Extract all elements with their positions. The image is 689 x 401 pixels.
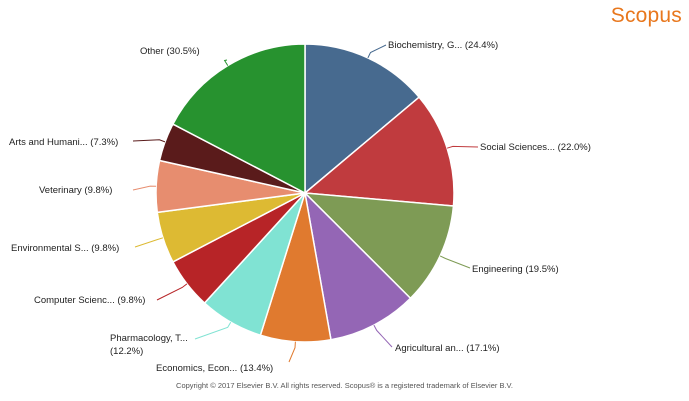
leader-line — [156, 283, 188, 301]
slice-label: Agricultural an... (17.1%) — [395, 343, 500, 354]
leader-line — [132, 185, 157, 191]
slice-label: Economics, Econ... (13.4%) — [156, 363, 273, 374]
slice-label: Social Sciences... (22.0%) — [480, 142, 591, 153]
slice-label: Computer Scienc... (9.8%) — [34, 295, 145, 306]
slice-label: Other (30.5%) — [140, 46, 200, 57]
slice-label: Biochemistry, G... (24.4%) — [388, 40, 498, 51]
leader-line — [288, 341, 296, 363]
pie-slice[interactable] — [304, 43, 420, 194]
slice-label: Arts and Humani... (7.3%) — [9, 137, 118, 148]
copyright-notice: Copyright © 2017 Elsevier B.V. All right… — [176, 381, 513, 390]
leader-line — [132, 139, 166, 143]
pie-slice[interactable] — [304, 192, 455, 300]
leader-line — [367, 44, 387, 59]
leader-line — [194, 321, 232, 340]
slice-label: Pharmacology, T... (12.2%) — [110, 333, 188, 357]
leader-line — [373, 324, 393, 348]
pie-slice[interactable] — [304, 192, 412, 341]
slice-label: Environmental S... (9.8%) — [11, 243, 119, 254]
leader-line — [446, 145, 479, 149]
slice-label: Veterinary (9.8%) — [39, 185, 112, 196]
leader-line — [439, 255, 471, 269]
leader-line — [134, 237, 164, 248]
scopus-logo: Scopus — [610, 4, 682, 27]
slice-label: Engineering (19.5%) — [472, 264, 559, 275]
leader-line — [223, 59, 229, 66]
